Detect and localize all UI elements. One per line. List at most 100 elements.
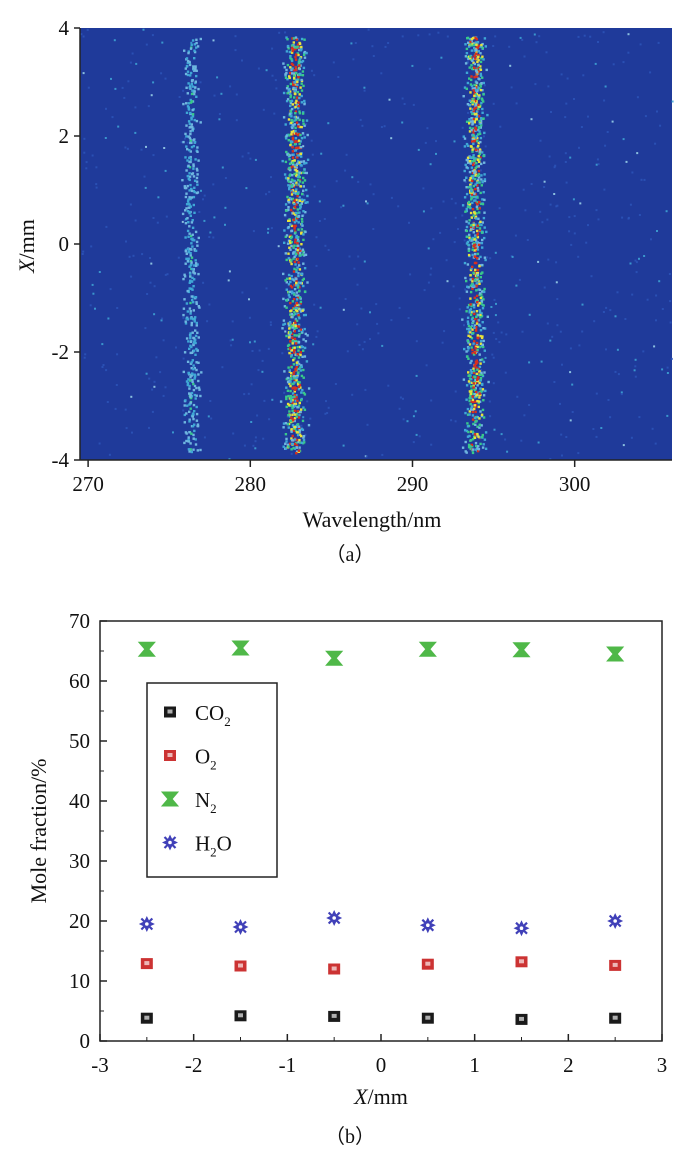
background-speckle [80,33,83,36]
background-speckle [461,214,464,217]
panel-b-caption: （b） [325,1125,375,1148]
background-speckle [231,320,234,323]
emission-line-dot [293,179,297,183]
emission-line-dot [475,234,479,237]
background-speckle [261,370,264,373]
emission-line-dot [189,141,192,145]
emission-line-dot [189,376,192,379]
emission-line-dot [473,396,477,399]
emission-line-dot [476,88,479,91]
background-speckle [638,214,641,216]
background-speckle [325,400,327,403]
background-speckle [549,203,552,206]
emission-line-dot [469,274,472,277]
emission-line-dot [473,171,476,175]
emission-line-dot [294,231,297,234]
background-speckle [315,264,318,267]
background-speckle [620,393,623,396]
emission-line-dot [292,83,295,86]
emission-line-dot [200,371,203,374]
emission-line-dot [483,349,486,352]
emission-line-dot [478,157,482,161]
emission-line-dot [295,396,298,399]
background-speckle [534,83,537,86]
emission-line-dot [292,179,295,182]
emission-line-dot [472,242,476,245]
emission-line-dot [471,448,475,451]
emission-line-dot [301,214,304,217]
emission-line-dot [193,366,196,370]
data-point-h2o-center [238,925,243,929]
background-speckle [422,210,425,213]
background-speckle [530,183,533,185]
emission-line-dot [467,371,470,374]
emission-line-dot [473,279,477,282]
emission-line-dot [196,244,199,247]
background-speckle [252,444,255,447]
emission-line-dot [297,247,300,250]
emission-line-dot [294,254,298,257]
emission-line-dot [301,224,304,227]
emission-line-dot [482,93,485,96]
emission-line-dot [190,256,194,259]
emission-line-dot [300,374,304,378]
emission-line-dot [297,335,301,338]
emission-line-dot [288,174,291,177]
emission-line-dot [193,179,197,182]
emission-line-dot [470,193,474,196]
emission-line-dot [287,180,291,183]
emission-line-dot [294,129,297,133]
emission-line-dot [480,314,484,318]
emission-line-dot [474,362,478,366]
background-speckle [387,42,390,44]
emission-line-dot [294,339,297,343]
emission-line-dot [293,267,296,271]
emission-line-dot [475,217,478,220]
emission-line-dot [470,239,473,242]
background-speckle [182,409,185,412]
background-speckle [337,76,340,78]
emission-line-dot [478,324,482,328]
emission-line-dot [480,162,483,166]
emission-line-dot [290,118,293,122]
emission-line-dot [478,207,481,210]
background-speckle [656,230,658,232]
emission-line-dot [469,40,472,44]
background-speckle [366,423,369,426]
background-speckle [666,372,669,374]
emission-line-dot [483,371,486,374]
emission-line-dot [300,45,303,49]
emission-line-dot [477,217,480,220]
emission-line-dot [288,333,291,337]
background-speckle [342,204,345,207]
emission-line-dot [302,122,305,125]
emission-line-dot [195,394,198,397]
emission-line-dot [193,248,196,251]
emission-line-dot [467,334,470,337]
emission-line-dot [474,405,477,409]
emission-line-dot [483,178,487,181]
background-speckle [388,98,391,101]
emission-line-dot [188,392,191,395]
emission-line-dot [482,394,486,397]
emission-line-dot [294,110,298,113]
background-speckle [228,458,231,461]
emission-line-dot [471,287,474,290]
emission-line-dot [473,254,477,258]
emission-line-dot [471,395,474,398]
emission-line-dot [302,262,305,265]
emission-line-dot [306,201,309,204]
emission-line-dot [471,120,474,123]
background-speckle [313,74,316,77]
emission-line-dot [290,292,294,295]
emission-line-dot [467,204,470,207]
emission-line-dot [485,230,488,234]
emission-line-dot [193,320,196,323]
emission-line-dot [188,196,191,199]
panel-a-x-tick-label: 270 [72,472,104,496]
emission-line-dot [297,76,300,79]
background-speckle [144,327,147,330]
emission-line-dot [185,57,189,60]
emission-line-dot [190,361,193,364]
background-speckle [152,217,155,219]
